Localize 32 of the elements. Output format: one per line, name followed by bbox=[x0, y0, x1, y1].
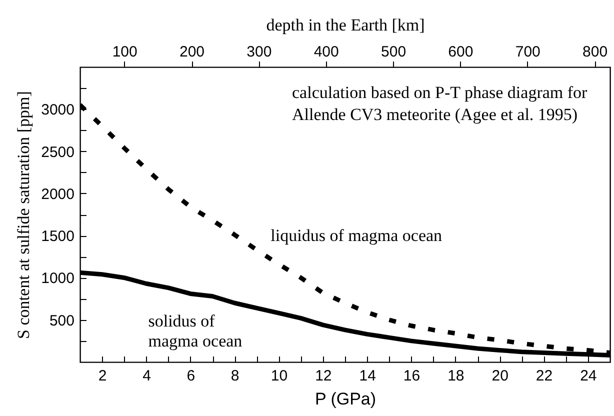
y-tick-label: 500 bbox=[49, 312, 74, 330]
x-tick-label: 6 bbox=[186, 368, 196, 384]
x-tick-label: 24 bbox=[580, 368, 597, 384]
x-tick-label: 10 bbox=[270, 368, 288, 384]
x2-tick-label: 300 bbox=[246, 44, 272, 60]
x-tick-label: 2 bbox=[98, 368, 107, 384]
x2-axis-title: depth in the Earth [km] bbox=[266, 16, 425, 34]
x2-tick-label: 700 bbox=[515, 44, 540, 60]
x-tick-label: 4 bbox=[142, 368, 151, 384]
x-tick-label: 18 bbox=[448, 368, 464, 384]
y-axis-title: S content at sulfide saturation [ppm] bbox=[14, 91, 34, 339]
x2-tick-label: 400 bbox=[314, 44, 339, 60]
y-tick-label: 1000 bbox=[41, 270, 74, 288]
x2-tick-label: 200 bbox=[179, 44, 205, 60]
x-tick-label: 16 bbox=[403, 368, 420, 384]
x2-tick-label: 100 bbox=[112, 44, 138, 60]
x-tick-label: 14 bbox=[359, 368, 376, 384]
x-tick-label: 20 bbox=[492, 368, 508, 384]
x-tick-label: 8 bbox=[230, 368, 240, 384]
x-axis-title: P (GPa) bbox=[314, 390, 376, 408]
x-tick-label: 12 bbox=[315, 368, 332, 384]
y-tick-label: 1500 bbox=[41, 228, 74, 246]
y-tick-label: 2000 bbox=[41, 186, 74, 203]
x2-tick-label: 500 bbox=[381, 44, 406, 60]
x2-tick-label: 600 bbox=[448, 44, 474, 60]
x-tick-label: 22 bbox=[536, 368, 553, 384]
x2-tick-label: 800 bbox=[582, 44, 608, 60]
annotation: calculation based on P-T phase diagram for Allende CV3 meteorite (Agee et al. 1995) bbox=[292, 83, 588, 124]
series-label: solidus of magma ocean bbox=[148, 312, 243, 351]
y-tick-label: 3000 bbox=[41, 102, 74, 119]
series-label: liquidus of magma ocean bbox=[270, 226, 443, 245]
y-tick-label: 2500 bbox=[41, 144, 74, 161]
